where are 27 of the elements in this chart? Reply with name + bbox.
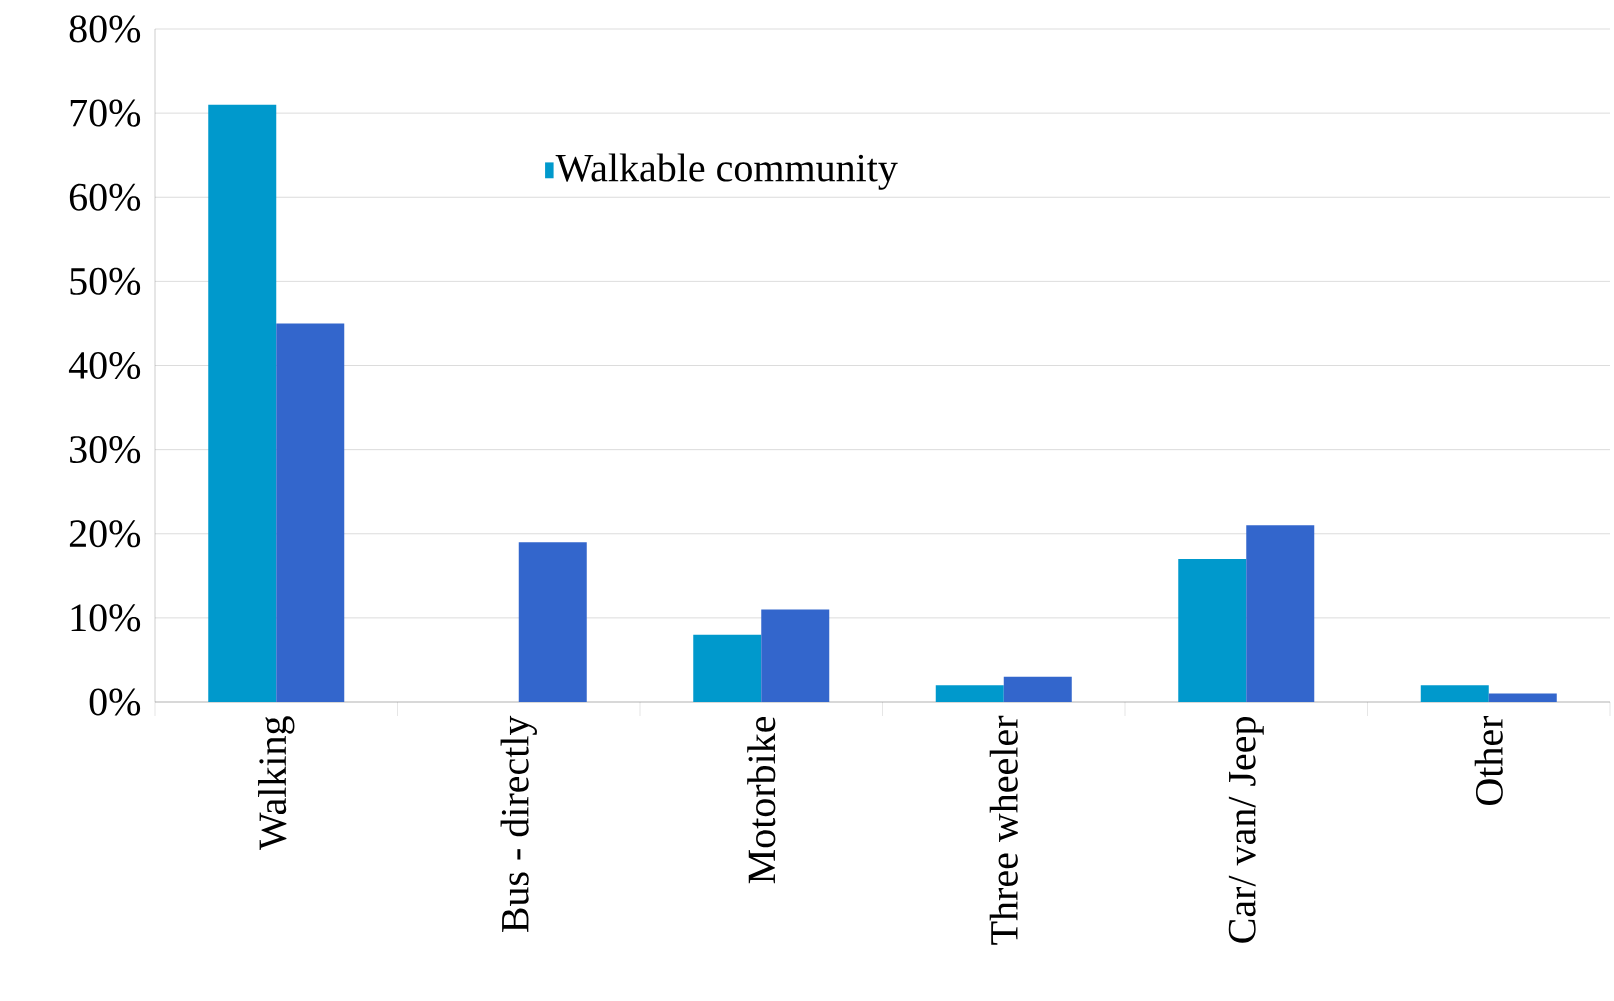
legend-label: Walkable community (555, 153, 898, 190)
bar (1488, 693, 1557, 702)
bar (276, 323, 345, 702)
y-tick-label: 10% (71, 604, 141, 632)
y-tick-label: 50% (70, 267, 141, 295)
x-tick-label: Other (1474, 715, 1503, 805)
bar (761, 609, 830, 702)
x-tick-label: Three wheeler (989, 715, 1018, 945)
x-tick-label: Motorbike (747, 716, 776, 884)
y-tick-label: 0% (89, 688, 141, 716)
bar (518, 542, 587, 702)
y-tick-label: 30% (70, 436, 141, 464)
y-tick-label: 60% (69, 183, 141, 211)
x-tick-label: Walking (258, 716, 295, 851)
bar (1178, 558, 1247, 702)
y-tick-label: 70% (70, 99, 141, 127)
bar (208, 104, 277, 702)
x-tick-label: Car/ van/ Jeep (1228, 717, 1264, 943)
bar (1246, 525, 1315, 702)
y-tick-label: 40% (68, 351, 141, 380)
bar (693, 634, 762, 702)
y-tick-label: 80% (69, 15, 141, 43)
bar (935, 685, 1004, 702)
bar (1420, 685, 1489, 702)
bar (1003, 676, 1072, 702)
x-tick-label: Bus - directly (500, 715, 537, 933)
y-tick-label: 20% (69, 520, 141, 548)
